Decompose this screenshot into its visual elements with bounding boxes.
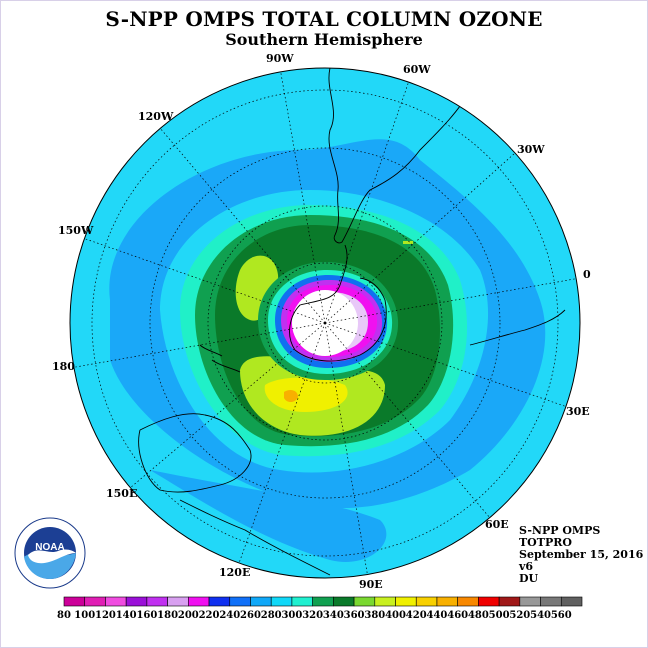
colorbar-swatch (167, 596, 189, 607)
colorbar-label: 320 (302, 610, 324, 621)
lon-label-60e: 60E (485, 518, 509, 531)
colorbar-label: 460 (447, 610, 469, 621)
colorbar-label: 140 (115, 610, 137, 621)
colorbar-label: 340 (322, 610, 344, 621)
colorbar-swatch (457, 596, 479, 607)
map-title: S-NPP OMPS TOTAL COLUMN OZONE (105, 7, 543, 31)
lon-label-60w: 60W (403, 63, 431, 76)
map-boundary (69, 67, 581, 579)
graticule (70, 68, 580, 578)
colorbar-label: 160 (136, 610, 158, 621)
colorbar-label: 220 (198, 610, 220, 621)
colorbar-label: 360 (343, 610, 365, 621)
colorbar-swatch (270, 596, 293, 607)
colorbar-label: 280 (260, 610, 282, 621)
colorbar-label: 420 (405, 610, 427, 621)
colorbar-label: 100 (74, 610, 96, 621)
colorbar-swatch (250, 596, 272, 607)
colorbar-swatch (353, 596, 376, 607)
info-instrument: S-NPP OMPS (519, 524, 601, 537)
lon-label-150w: 150W (58, 224, 94, 237)
colorbar-label: 520 (509, 610, 531, 621)
colorbar-label: 300 (281, 610, 303, 621)
colorbar-swatch (229, 596, 251, 607)
colorbar-label: 480 (467, 610, 489, 621)
colorbar-swatch (312, 596, 334, 607)
colorbar-label: 440 (426, 610, 448, 621)
colorbar-swatch (540, 596, 562, 607)
lon-label-90w: 90W (266, 52, 294, 65)
noaa-logo: NOAA (14, 517, 86, 589)
colorbar-swatch (374, 596, 396, 607)
lon-label-180: 180 (52, 360, 75, 373)
lon-label-120w: 120W (138, 110, 174, 123)
info-date: September 15, 2016 (519, 548, 644, 561)
colorbar-swatch (560, 596, 583, 607)
colorbar-label: 180 (157, 610, 179, 621)
colorbar-swatch (519, 596, 541, 607)
coastlines (138, 68, 566, 576)
info-version: v6 (519, 560, 534, 573)
colorbar-label: 240 (219, 610, 241, 621)
ozone-band-260-south (150, 470, 387, 562)
ozone-spot (403, 241, 413, 244)
colorbar-swatch (395, 596, 417, 607)
info-product: TOTPRO (519, 536, 572, 549)
colorbar-label: 80 (57, 610, 71, 621)
colorbar-swatch (105, 596, 127, 607)
colorbar-swatch (63, 596, 86, 607)
ozone-band-400-lobe (264, 377, 348, 412)
colorbar-swatch (291, 596, 313, 607)
colorbar-swatch (188, 596, 210, 607)
info-units: DU (519, 572, 539, 585)
colorbar-label: 380 (364, 610, 386, 621)
colorbar-label: 560 (550, 610, 572, 621)
colorbar-swatch (146, 596, 168, 607)
lon-label-90e: 90E (359, 578, 383, 591)
lon-label-30w: 30W (517, 143, 545, 156)
colorbar-swatch (436, 596, 458, 607)
colorbar-swatch (498, 596, 521, 607)
noaa-logo-text: NOAA (35, 542, 64, 553)
lon-label-0: 0 (583, 268, 591, 281)
colorbar-label: 400 (385, 610, 406, 621)
colorbar-swatch (125, 596, 148, 607)
map-subtitle: Southern Hemisphere (225, 30, 423, 49)
colorbar-swatch (333, 596, 355, 607)
colorbar-label: 200 (177, 610, 199, 621)
lon-label-30e: 30E (566, 405, 590, 418)
colorbar-swatch (84, 596, 106, 607)
colorbar-swatch (415, 596, 438, 607)
colorbar-label: 260 (240, 610, 261, 621)
colorbar-label: 500 (488, 610, 510, 621)
lon-label-150e: 150E (106, 487, 138, 500)
colorbar-swatch (478, 596, 500, 607)
colorbar-label: 540 (530, 610, 551, 621)
colorbar-label: 120 (95, 610, 116, 621)
colorbar-swatch (208, 596, 231, 607)
lon-label-120e: 120E (219, 566, 251, 579)
ozone-band-420-spot (284, 389, 298, 403)
